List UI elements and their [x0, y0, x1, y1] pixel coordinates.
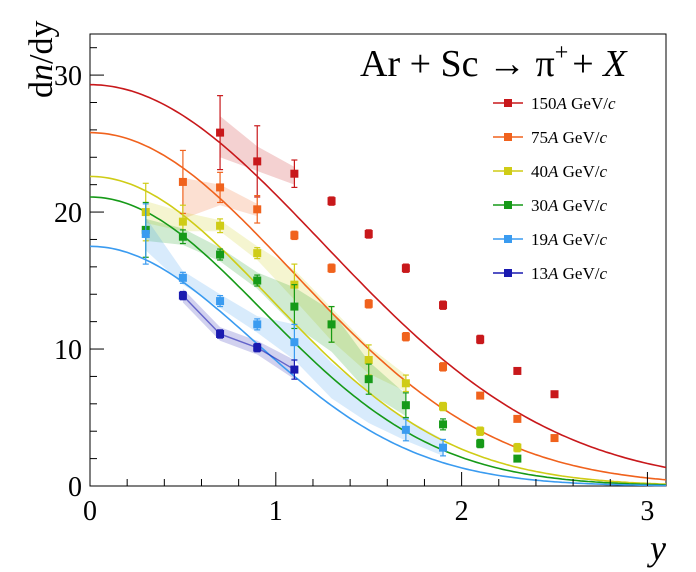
x-tick-label: 0: [83, 496, 97, 527]
data-point: [253, 157, 262, 166]
data-point: [513, 366, 522, 375]
data-point: [253, 343, 262, 352]
y-tick-label: 10: [54, 335, 82, 366]
data-point: [216, 250, 225, 259]
legend-marker: [504, 201, 512, 209]
data-point: [216, 221, 225, 230]
data-point: [216, 183, 225, 192]
data-point: [364, 229, 373, 238]
data-point: [364, 355, 373, 364]
plot-frame: [89, 33, 667, 487]
x-tick-label: 2: [455, 496, 469, 527]
legend-marker: [504, 133, 512, 141]
data-point: [401, 379, 410, 388]
data-point: [290, 365, 299, 374]
legend-entry: 150A GeV/c: [531, 94, 616, 113]
data-point: [439, 362, 448, 371]
legend-entry: 19A GeV/c: [531, 230, 607, 249]
data-point: [513, 443, 522, 452]
fit-curve: [90, 83, 667, 469]
systematic-band: [182, 288, 295, 380]
data-point: [253, 249, 262, 258]
legend-entry: 40A GeV/c: [531, 162, 607, 181]
y-tick-label: 30: [54, 61, 82, 92]
y-axis-label: dn/dy: [23, 21, 60, 98]
data-point: [439, 443, 448, 452]
data-point: [216, 297, 225, 306]
legend-marker: [504, 167, 512, 175]
systematic-band: [145, 218, 406, 417]
data-point: [476, 439, 485, 448]
data-point: [141, 229, 150, 238]
data-point: [476, 427, 485, 436]
data-point: [327, 320, 336, 329]
data-point: [253, 205, 262, 214]
data-point: [364, 299, 373, 308]
data-point: [178, 273, 187, 282]
legend-entry: 30A GeV/c: [531, 196, 607, 215]
data-point: [216, 128, 225, 137]
data-point: [178, 177, 187, 186]
data-point: [290, 338, 299, 347]
legend-entry: 13A GeV/c: [531, 264, 607, 283]
data-point: [401, 425, 410, 434]
x-tick-label: 1: [269, 496, 283, 527]
data-point: [401, 264, 410, 273]
data-point: [513, 414, 522, 423]
data-point: [550, 434, 559, 443]
legend-marker: [504, 99, 512, 107]
systematic-band: [145, 201, 406, 392]
fit-curve: [89, 131, 667, 481]
y-tick-label: 0: [68, 472, 82, 503]
chart-title: Ar + Sc → π+ + X: [360, 40, 628, 85]
data-point: [550, 390, 559, 399]
data-point: [401, 332, 410, 341]
y-tick-label: 20: [54, 198, 82, 229]
data-point: [327, 197, 336, 206]
data-point: [178, 232, 187, 241]
data-point: [178, 291, 187, 300]
legend-entry: 75A GeV/c: [531, 128, 607, 147]
fit-curve: [89, 245, 666, 487]
data-points: [141, 95, 559, 463]
x-axis-label: y: [647, 528, 666, 568]
data-point: [439, 402, 448, 411]
data-point: [216, 329, 225, 338]
data-point: [327, 264, 336, 273]
data-point: [178, 217, 187, 226]
data-point: [290, 169, 299, 178]
legend: 150A GeV/c 75A GeV/c 40A GeV/c 30A GeV/c 19A…: [493, 94, 616, 283]
data-point: [253, 320, 262, 329]
connecting-line: [182, 295, 295, 371]
data-point: [513, 454, 522, 463]
data-point: [401, 401, 410, 410]
data-point: [364, 375, 373, 384]
data-point: [476, 391, 485, 400]
fit-curve: [89, 175, 667, 485]
data-point: [476, 335, 485, 344]
x-tick-label: 3: [640, 496, 654, 527]
data-point: [253, 276, 262, 285]
legend-marker: [504, 235, 512, 243]
data-point: [439, 420, 448, 429]
data-point: [290, 302, 299, 311]
data-point: [439, 301, 448, 310]
legend-marker: [504, 269, 512, 277]
data-point: [290, 231, 299, 240]
